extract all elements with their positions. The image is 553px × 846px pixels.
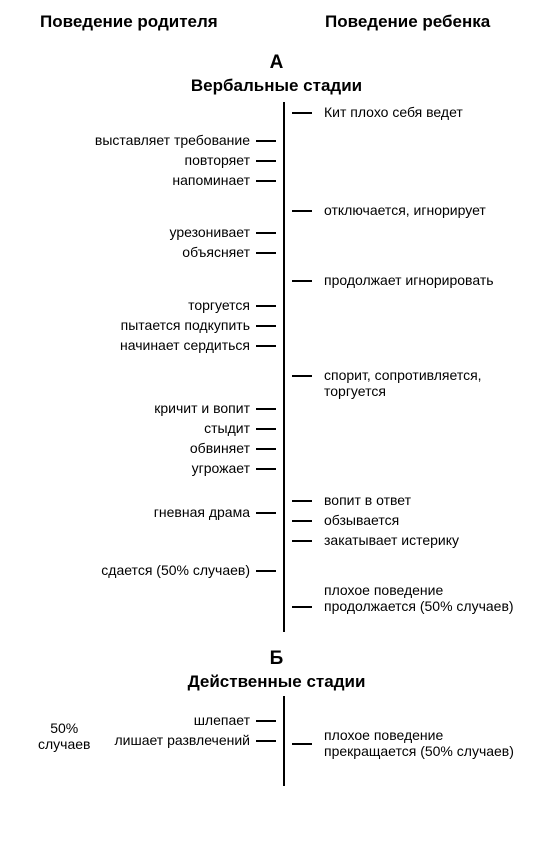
timeline-row: пытается подкупить [0,325,553,347]
parent-behavior-label: шлепает [194,712,250,728]
right-tick [292,540,312,542]
parent-behavior-label: начинает сердиться [120,337,250,353]
parent-behavior-label: стыдит [204,420,250,436]
timeline-row: кричит и вопит [0,408,553,430]
timeline-row: закатывает истерику [0,540,553,562]
left-tick [256,428,276,430]
section-a-letter: А [0,52,553,74]
section-b-side-note: 50% случаев [38,720,90,752]
left-tick [256,325,276,327]
timeline-row: урезонивает [0,232,553,254]
left-tick [256,305,276,307]
parent-behavior-label: гневная драма [154,504,250,520]
child-behavior-label: Кит плохо себя ведет [324,104,463,120]
right-tick [292,520,312,522]
parent-behavior-label: урезонивает [169,224,250,240]
timeline-row: торгуется [0,305,553,327]
child-behavior-label: спорит, сопротивляется, торгуется [324,367,534,399]
section-b-letter: Б [0,648,553,670]
parent-behavior-label: объясняет [182,244,250,260]
parent-behavior-label: пытается подкупить [121,317,250,333]
timeline-row: стыдит [0,428,553,450]
timeline-row: напоминает [0,180,553,202]
side-note-line1: 50% [50,720,78,736]
left-tick [256,570,276,572]
timeline-row: спорит, сопротивляется, торгуется [0,375,553,397]
child-behavior-label: закатывает истерику [324,532,459,548]
left-tick [256,512,276,514]
timeline-row: Кит плохо себя ведет [0,112,553,134]
timeline-row: обзывается [0,520,553,542]
timeline-row: повторяет [0,160,553,182]
timeline-row: обвиняет [0,448,553,470]
parent-behavior-label: торгуется [188,297,250,313]
parent-column-header: Поведение родителя [40,12,218,32]
timeline-row: выставляет требование [0,140,553,162]
parent-behavior-label: кричит и вопит [154,400,250,416]
child-behavior-label: отключается, игнорирует [324,202,486,218]
side-note-line2: случаев [38,736,90,752]
child-behavior-label: вопит в ответ [324,492,411,508]
right-tick [292,280,312,282]
child-column-header: Поведение ребенка [325,12,490,32]
section-b-title: Действенные стадии [0,672,553,692]
child-behavior-label: обзывается [324,512,399,528]
left-tick [256,160,276,162]
right-tick [292,112,312,114]
timeline-row: плохое поведение продолжается (50% случа… [0,590,553,612]
parent-behavior-label: сдается (50% случаев) [101,562,250,578]
left-tick [256,232,276,234]
left-tick [256,345,276,347]
child-behavior-label: продолжает игнорировать [324,272,494,288]
right-tick [292,210,312,212]
parent-behavior-label: угрожает [192,460,250,476]
timeline-row: начинает сердиться [0,345,553,367]
left-tick [256,448,276,450]
left-tick [256,468,276,470]
left-tick [256,720,276,722]
right-tick [292,500,312,502]
diagram-page: Поведение родителя Поведение ребенка А В… [0,0,553,846]
section-a-title: Вербальные стадии [0,76,553,96]
right-tick [292,743,312,745]
left-tick [256,180,276,182]
timeline-row: продолжает игнорировать [0,280,553,302]
parent-behavior-label: обвиняет [190,440,250,456]
parent-behavior-label: напоминает [172,172,250,188]
left-tick [256,252,276,254]
timeline-row: угрожает [0,468,553,490]
timeline-row: объясняет [0,252,553,274]
parent-behavior-label: выставляет требование [95,132,250,148]
child-behavior-label: плохое поведение прекращается (50% случа… [324,727,534,759]
right-tick [292,606,312,608]
left-tick [256,140,276,142]
parent-behavior-label: повторяет [185,152,250,168]
child-behavior-label: плохое поведение продолжается (50% случа… [324,582,534,614]
right-tick [292,375,312,377]
timeline-row: отключается, игнорирует [0,210,553,232]
left-tick [256,408,276,410]
